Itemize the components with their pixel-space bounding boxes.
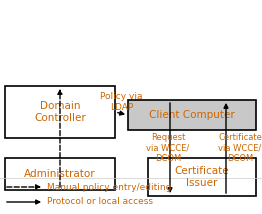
Bar: [5, 158, 115, 190]
Text: Domain
Controller: Domain Controller: [34, 101, 86, 123]
Text: Protocol or local access: Protocol or local access: [47, 198, 153, 207]
Bar: [5, 86, 115, 138]
Text: Administrator: Administrator: [24, 169, 96, 179]
Text: Request
via WCCE/
DCOM: Request via WCCE/ DCOM: [146, 133, 190, 163]
Text: Certificate
via WCCE/
DCOM: Certificate via WCCE/ DCOM: [218, 133, 262, 163]
Text: Manual policy entry/editing: Manual policy entry/editing: [47, 183, 171, 192]
Bar: [148, 158, 256, 196]
Text: Client Computer: Client Computer: [149, 110, 235, 120]
Text: Policy via
LDAP: Policy via LDAP: [100, 92, 143, 112]
Text: Certificate
Issuer: Certificate Issuer: [175, 166, 229, 188]
Bar: [128, 100, 256, 130]
